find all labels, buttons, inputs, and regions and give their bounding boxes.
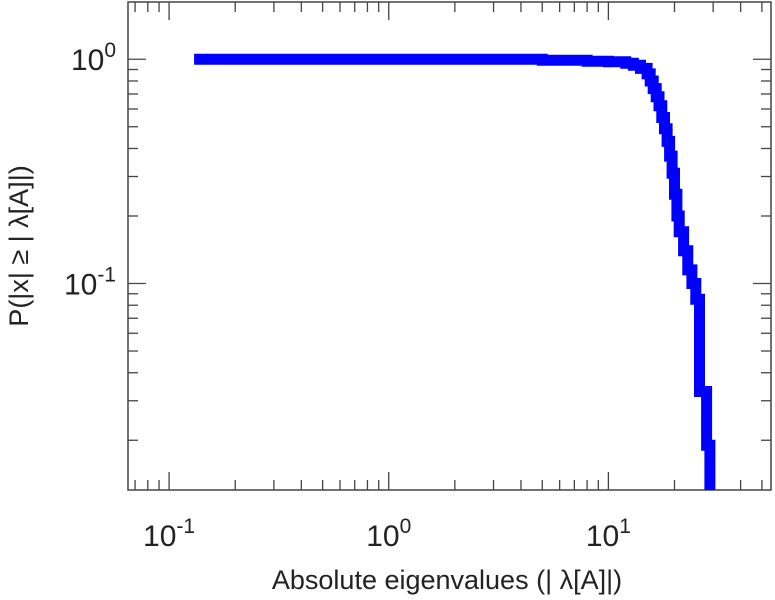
plot-frame <box>127 1 772 491</box>
y-axis-title: P(|x| ≥ | λ[A]|) <box>4 165 34 326</box>
x-axis-title: Absolute eigenvalues (| λ[A]|) <box>272 565 622 595</box>
x-tick-label: 10-1 <box>143 515 195 553</box>
series-line <box>194 53 716 490</box>
series-group <box>194 53 716 490</box>
y-tick-label: 10-1 <box>64 264 116 302</box>
tick-marks <box>128 2 771 490</box>
x-tick-label: 101 <box>586 515 631 553</box>
x-tick-label: 100 <box>366 515 411 553</box>
tick-labels: 10-1 100 101 10-1 100 <box>64 39 631 553</box>
y-tick-label: 100 <box>71 39 116 77</box>
